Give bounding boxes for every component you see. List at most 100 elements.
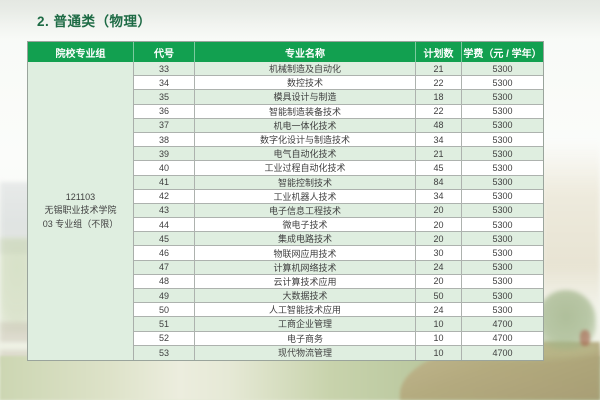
major-name-cell: 数控技术 (195, 76, 416, 90)
major-code-cell: 49 (134, 289, 195, 303)
major-code-cell: 33 (134, 62, 195, 76)
major-name-cell: 智能控制技术 (195, 175, 416, 189)
tuition-fee-cell: 5300 (492, 106, 513, 117)
table-row: 38 数字化设计与制造技术 34 5300 (134, 132, 543, 148)
tuition-fee-cell: 5300 (492, 233, 513, 244)
major-name-cell: 工商企业管理 (195, 317, 416, 331)
major-name-cell: 集成电路技术 (195, 232, 416, 246)
tuition-fee-cell: 5300 (492, 162, 513, 173)
table-row: 40 工业过程自动化技术 45 5300 (134, 161, 543, 176)
major-code-cell: 43 (134, 203, 195, 218)
major-code-cell: 37 (134, 118, 195, 132)
background-bush (536, 290, 596, 350)
college-code: 121103 (65, 191, 96, 202)
table-body: 121103 无锡职业技术学院 03 专业组（不限） 33 机械制造及自动化 2… (28, 62, 543, 360)
tuition-fee-cell: 5300 (492, 304, 513, 315)
plan-count-cell: 84 (416, 175, 462, 189)
table-row: 48 云计算技术应用 20 5300 (134, 274, 543, 289)
major-name-cell: 模具设计与制造 (195, 90, 416, 104)
major-rows: 33 机械制造及自动化 21 5300 34 数控技术 22 5300 35 模… (134, 62, 543, 360)
major-code-cell: 50 (134, 303, 195, 317)
table-row: 52 电子商务 10 4700 (134, 331, 543, 346)
table-row: 51 工商企业管理 10 4700 (134, 317, 543, 332)
table-row: 50 人工智能技术应用 24 5300 (134, 303, 543, 318)
major-code-cell: 47 (134, 260, 195, 274)
tuition-fee-cell: 5300 (492, 148, 513, 159)
table-row: 36 智能制造装备技术 22 5300 (134, 104, 543, 119)
plan-count-cell: 24 (416, 303, 462, 317)
college-name: 无锡职业技术学院 (44, 205, 117, 216)
tuition-fee-cell: 5300 (492, 77, 513, 88)
major-code-cell: 39 (134, 147, 195, 161)
college-group-label: 03 专业组（不限） (42, 218, 119, 229)
table-header-row: 院校专业组 代号 专业名称 计划数 学费（元 / 学年） (28, 42, 543, 62)
major-code-cell: 46 (134, 246, 195, 260)
college-group-text: 121103 无锡职业技术学院 03 专业组（不限） (43, 191, 119, 232)
major-name-cell: 微电子技术 (195, 218, 416, 232)
major-code-cell: 38 (134, 132, 195, 147)
table-row: 42 工业机器人技术 34 5300 (134, 189, 543, 204)
column-header-college-group: 院校专业组 (28, 42, 134, 62)
table-row: 39 电气自动化技术 21 5300 (134, 147, 543, 162)
major-code-cell: 45 (134, 232, 195, 246)
column-header-major: 专业名称 (195, 42, 416, 62)
major-code-cell: 53 (134, 345, 195, 360)
major-name-cell: 智能制造装备技术 (195, 104, 416, 118)
plan-count-cell: 10 (416, 345, 462, 360)
major-name-cell: 人工智能技术应用 (195, 303, 416, 317)
major-name-cell: 工业机器人技术 (195, 189, 416, 203)
tuition-fee-cell: 5300 (492, 134, 513, 145)
major-name-cell: 计算机网络技术 (195, 260, 416, 274)
tuition-fee-cell: 5300 (492, 276, 513, 287)
plan-count-cell: 18 (416, 90, 462, 104)
tuition-fee-cell: 4700 (492, 318, 513, 329)
major-code-cell: 52 (134, 331, 195, 345)
background-willow-branches (542, 140, 600, 320)
plan-count-cell: 20 (416, 274, 462, 288)
major-name-cell: 电气自动化技术 (195, 147, 416, 161)
tuition-fee-cell: 5300 (492, 248, 513, 259)
table-row: 46 物联网应用技术 30 5300 (134, 246, 543, 261)
plan-count-cell: 21 (416, 147, 462, 161)
major-code-cell: 36 (134, 104, 195, 118)
tuition-fee-cell: 5300 (492, 219, 513, 230)
plan-count-cell: 20 (416, 218, 462, 232)
plan-count-cell: 34 (416, 132, 462, 147)
admission-plan-table: 院校专业组 代号 专业名称 计划数 学费（元 / 学年） 121103 无锡职业… (27, 41, 544, 361)
table-row: 53 现代物流管理 10 4700 (134, 345, 543, 360)
table-row: 37 机电一体化技术 48 5300 (134, 118, 543, 133)
plan-count-cell: 22 (416, 76, 462, 90)
plan-count-cell: 21 (416, 62, 462, 76)
tuition-fee-cell: 5300 (492, 205, 513, 216)
major-code-cell: 41 (134, 175, 195, 189)
tuition-fee-cell: 5300 (492, 91, 513, 102)
column-header-plan: 计划数 (416, 42, 462, 62)
tuition-fee-cell: 5300 (492, 290, 513, 301)
major-name-cell: 机电一体化技术 (195, 118, 416, 132)
tuition-fee-cell: 5300 (492, 177, 513, 188)
table-row: 47 计算机网络技术 24 5300 (134, 260, 543, 275)
table-row: 44 微电子技术 20 5300 (134, 218, 543, 233)
tuition-fee-cell: 5300 (492, 63, 513, 74)
major-code-cell: 40 (134, 161, 195, 175)
table-row: 41 智能控制技术 84 5300 (134, 175, 543, 190)
plan-count-cell: 10 (416, 331, 462, 345)
major-name-cell: 电子信息工程技术 (195, 203, 416, 218)
plan-count-cell: 48 (416, 118, 462, 132)
tuition-fee-cell: 5300 (492, 262, 513, 273)
column-header-code: 代号 (134, 42, 195, 62)
major-name-cell: 机械制造及自动化 (195, 62, 416, 76)
table-row: 35 模具设计与制造 18 5300 (134, 90, 543, 105)
plan-count-cell: 24 (416, 260, 462, 274)
table-row: 45 集成电路技术 20 5300 (134, 232, 543, 247)
table-row: 49 大数据技术 50 5300 (134, 289, 543, 304)
major-name-cell: 数字化设计与制造技术 (195, 132, 416, 147)
major-code-cell: 34 (134, 76, 195, 90)
tuition-fee-cell: 4700 (492, 347, 513, 358)
major-code-cell: 44 (134, 218, 195, 232)
major-name-cell: 物联网应用技术 (195, 246, 416, 260)
column-header-fee: 学费（元 / 学年） (463, 48, 542, 60)
plan-count-cell: 22 (416, 104, 462, 118)
plan-count-cell: 20 (416, 232, 462, 246)
major-code-cell: 42 (134, 189, 195, 203)
